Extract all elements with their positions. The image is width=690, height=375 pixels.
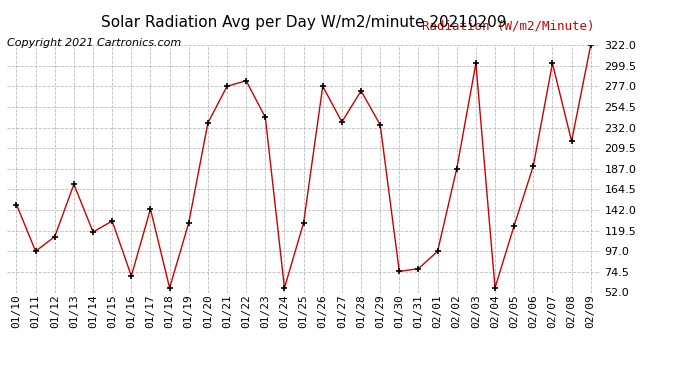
Text: Solar Radiation Avg per Day W/m2/minute 20210209: Solar Radiation Avg per Day W/m2/minute … [101, 15, 506, 30]
Text: Radiation (W/m2/Minute): Radiation (W/m2/Minute) [422, 20, 594, 33]
Text: Copyright 2021 Cartronics.com: Copyright 2021 Cartronics.com [7, 38, 181, 48]
